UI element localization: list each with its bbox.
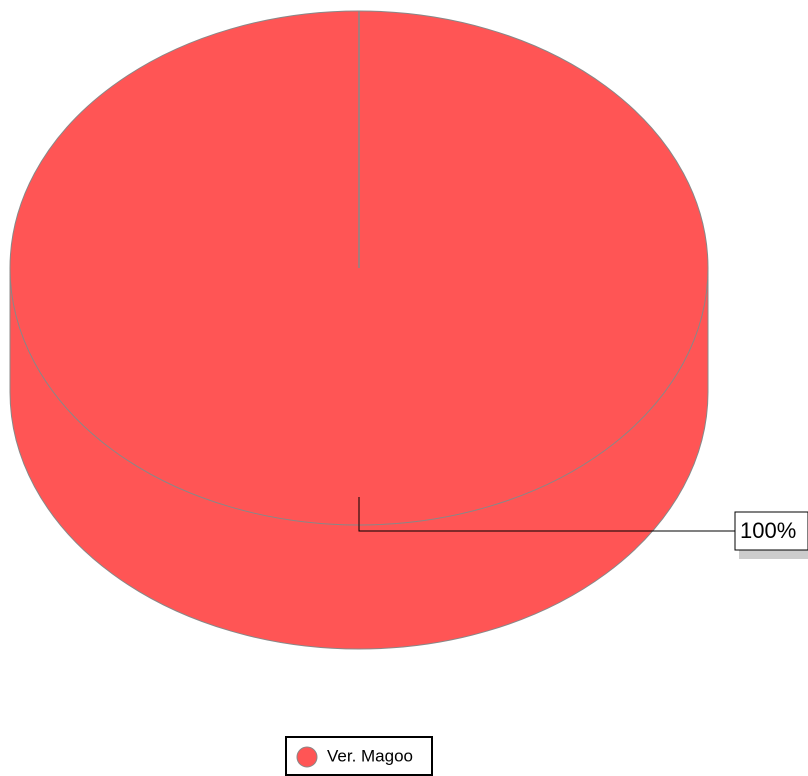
legend-swatch — [296, 746, 318, 768]
legend-label: Ver. Magoo — [327, 746, 413, 765]
value-label: 100% — [740, 518, 796, 543]
label-box — [734, 511, 808, 551]
legend: Ver. Magoo — [285, 736, 433, 776]
leader-line — [358, 497, 735, 532]
